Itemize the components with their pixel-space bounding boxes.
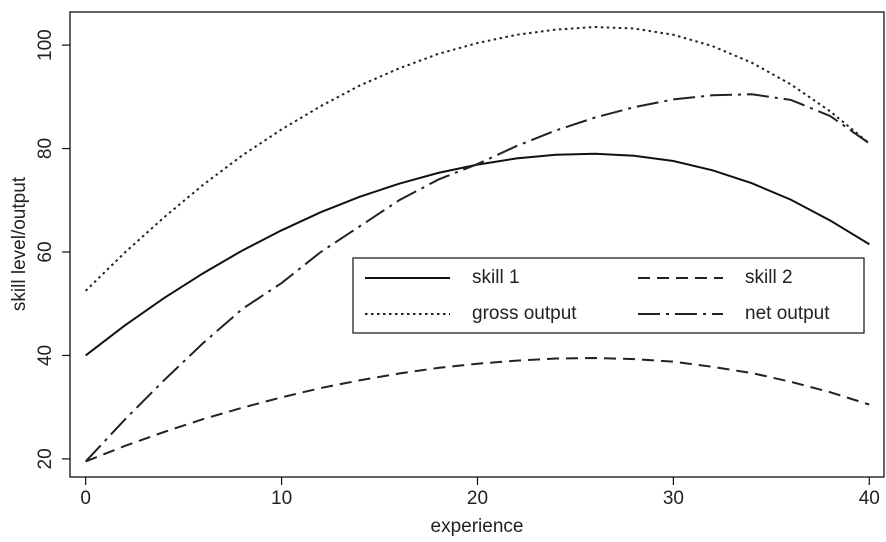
x-tick-label: 0 [80, 488, 91, 509]
legend: skill 1 skill 2 gross output net output [352, 257, 865, 334]
legend-label: net output [745, 303, 830, 324]
y-tick-label: 80 [35, 138, 56, 159]
x-tick-label: 10 [271, 488, 292, 509]
x-tick-label: 40 [859, 488, 880, 509]
legend-label: gross output [472, 303, 577, 324]
legend-label: skill 2 [745, 267, 793, 288]
y-tick-label: 60 [35, 241, 56, 262]
x-tick-label: 30 [663, 488, 684, 509]
legend-box [352, 257, 865, 334]
series-line [84, 93, 870, 463]
series-line [85, 357, 870, 463]
x-tick-label: 20 [467, 488, 488, 509]
y-tick-label: 100 [35, 29, 56, 61]
legend-label: skill 1 [472, 267, 520, 288]
y-axis-label: skill level/output [9, 176, 30, 311]
y-tick-label: 40 [35, 345, 56, 366]
plot-frame [69, 11, 885, 478]
series-line [84, 25, 870, 292]
x-axis-label: experience [431, 516, 524, 537]
y-tick-label: 20 [35, 448, 56, 469]
